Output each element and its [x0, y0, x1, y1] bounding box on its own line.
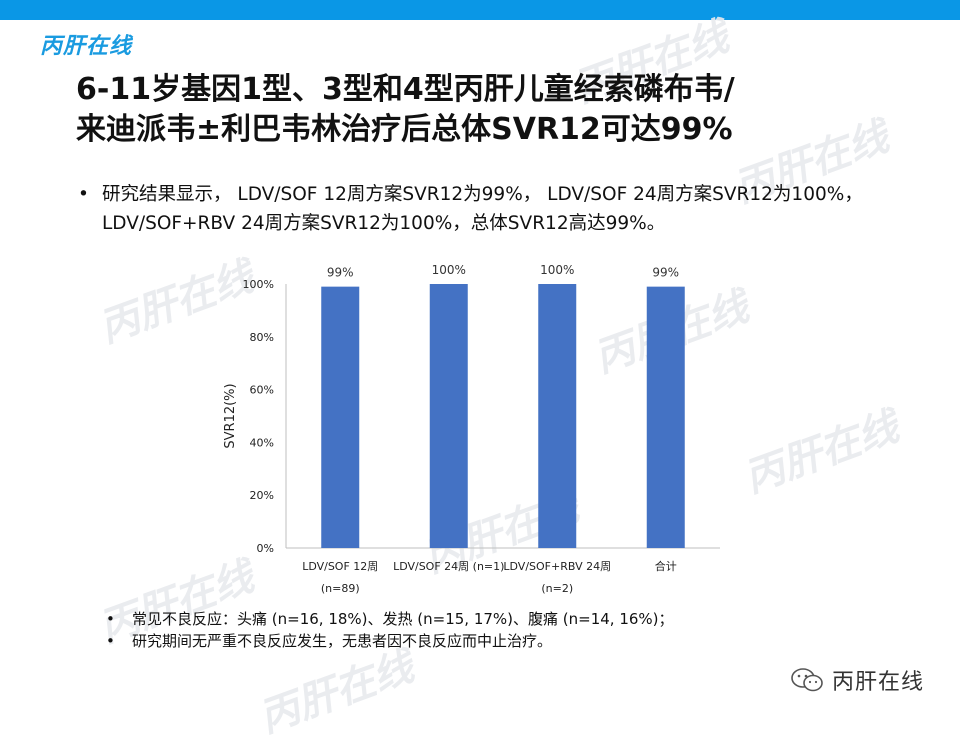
- watermark: 丙肝在线: [738, 403, 905, 502]
- y-tick-label: 20%: [250, 489, 274, 502]
- x-tick-label: (n=89): [321, 582, 360, 595]
- y-tick-label: 60%: [250, 384, 274, 397]
- x-tick-label: LDV/SOF+RBV 24周: [503, 560, 611, 573]
- x-tick-label: 合计: [655, 559, 677, 573]
- note-marker: •: [106, 610, 115, 628]
- x-tick-label: LDV/SOF 12周: [302, 560, 378, 573]
- y-axis-label: SVR12(%): [223, 383, 238, 448]
- data-label: 100%: [432, 263, 466, 277]
- y-tick-label: 0%: [257, 542, 274, 555]
- data-label: 100%: [540, 263, 574, 277]
- footer-brand: 丙肝在线: [790, 664, 924, 696]
- wechat-icon: [791, 668, 823, 692]
- note-text: 常见不良反应：头痛 (n=16, 18%)、发热 (n=15, 17%)、腹痛 …: [132, 610, 674, 628]
- title-line-2: 来迪派韦±利巴韦林治疗后总体SVR12可达99%: [76, 112, 733, 147]
- slide-title: 6-11岁基因1型、3型和4型丙肝儿童经索磷布韦/ 来迪派韦±利巴韦林治疗后总体…: [76, 70, 916, 150]
- note-item: • 常见不良反应：头痛 (n=16, 18%)、发热 (n=15, 17%)、腹…: [106, 608, 674, 630]
- y-tick-label: 100%: [243, 278, 274, 291]
- brand-text: 丙肝在线: [832, 670, 925, 695]
- x-tick-label: LDV/SOF 24周 (n=1): [393, 560, 504, 573]
- bar: [646, 286, 685, 548]
- bar: [538, 284, 577, 548]
- title-line-1: 6-11岁基因1型、3型和4型丙肝儿童经索磷布韦/: [76, 72, 735, 107]
- bar: [321, 286, 360, 548]
- summary-text: 研究结果显示， LDV/SOF 12周方案SVR12为99%， LDV/SOF …: [102, 184, 863, 234]
- note-item: • 研究期间无严重不良反应发生，无患者因不良反应而中止治疗。: [106, 630, 674, 652]
- data-label: 99%: [327, 266, 354, 280]
- y-tick-label: 40%: [250, 436, 274, 449]
- note-text: 研究期间无严重不良反应发生，无患者因不良反应而中止治疗。: [132, 632, 553, 650]
- logo: 丙肝在线: [40, 34, 133, 59]
- bar: [429, 284, 468, 548]
- x-tick-label: (n=2): [541, 582, 573, 595]
- svr12-bar-chart: 0% 20% 40% 60% 80% 100% SVR12(%) 99% LDV/SOF 12周…: [223, 263, 720, 595]
- note-marker: •: [106, 632, 115, 650]
- notes-list: • 常见不良反应：头痛 (n=16, 18%)、发热 (n=15, 17%)、腹…: [106, 608, 674, 652]
- top-accent-bar: [0, 0, 960, 20]
- data-label: 99%: [652, 266, 679, 280]
- bullet-marker: •: [78, 184, 89, 205]
- y-tick-label: 80%: [250, 331, 274, 344]
- summary-bullet: • 研究结果显示， LDV/SOF 12周方案SVR12为99%， LDV/SO…: [78, 180, 898, 238]
